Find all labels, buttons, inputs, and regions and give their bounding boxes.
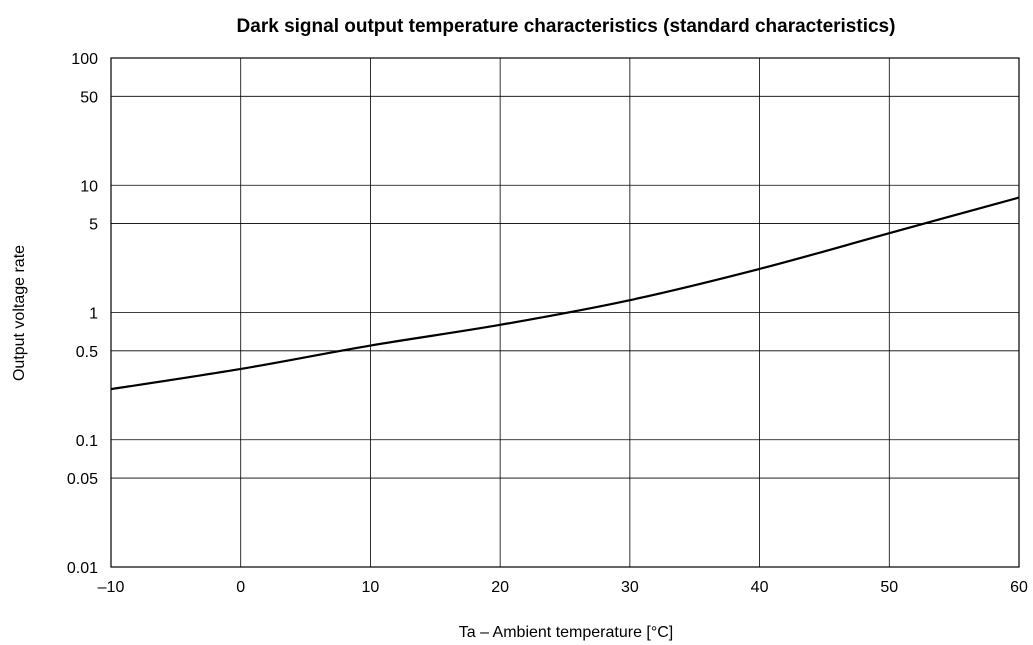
- x-tick-label: 50: [880, 579, 898, 596]
- series-layer: [110, 196, 1020, 391]
- x-tick-label: 60: [1010, 579, 1028, 596]
- y-tick-label: 0.05: [67, 471, 98, 488]
- y-axis-ticks: 0.01 0.05 0.1 0.5 1 5 10 50 100: [67, 51, 98, 577]
- y-tick-label: 100: [71, 51, 98, 68]
- x-tick-label: –10: [98, 579, 125, 596]
- y-tick-label: 50: [80, 89, 98, 106]
- x-tick-label: 0: [236, 579, 245, 596]
- series-line: [110, 196, 1020, 391]
- x-tick-label: 40: [751, 579, 769, 596]
- x-tick-label: 20: [491, 579, 509, 596]
- y-tick-label: 0.5: [76, 344, 98, 361]
- chart-title: Dark signal output temperature character…: [237, 16, 896, 37]
- y-tick-label: 5: [89, 217, 98, 234]
- y-tick-label: 1: [89, 306, 98, 323]
- y-tick-label: 10: [80, 178, 98, 195]
- x-axis-ticks: –10 0 10 20 30 40 50 60: [98, 579, 1028, 596]
- y-axis-label: Output voltage rate: [11, 245, 28, 381]
- x-tick-label: 10: [362, 579, 380, 596]
- plot-area-frame: [110, 57, 1020, 568]
- x-tick-label: 30: [621, 579, 639, 596]
- y-tick-label: 0.1: [76, 433, 98, 450]
- x-axis-label: Ta – Ambient temperature [°C]: [459, 624, 674, 641]
- y-tick-label: 0.01: [67, 560, 98, 577]
